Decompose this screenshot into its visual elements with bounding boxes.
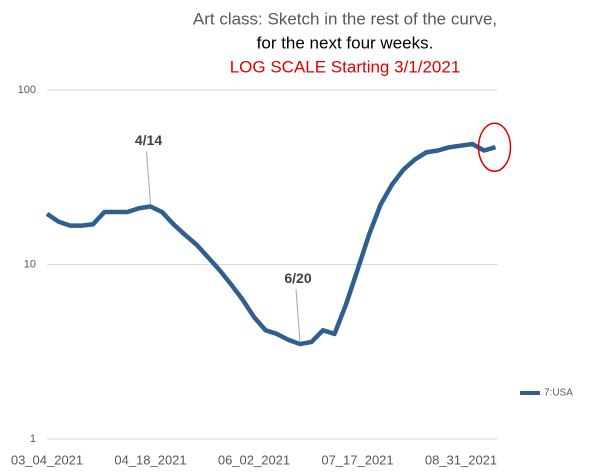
x-tick-label: 07_17_2021: [321, 452, 393, 467]
annotation-line: [295, 289, 301, 343]
y-tick-label: 1: [30, 433, 36, 445]
chart-title: LOG SCALE Starting 3/1/2021: [230, 57, 461, 76]
highlight-circle: [477, 122, 512, 172]
chart-title: Art class: Sketch in the rest of the cur…: [193, 9, 497, 28]
annotation: 6/20: [284, 270, 311, 286]
x-tick-label: 04_18_2021: [114, 452, 186, 467]
chart-title: for the next four weeks.: [257, 33, 434, 52]
data-line: [45, 141, 497, 347]
y-tick-label: 100: [18, 84, 36, 96]
annotation-line: [146, 151, 151, 205]
x-tick-label: 08_31_2021: [425, 452, 497, 467]
legend-label: 7:USA: [544, 388, 573, 399]
y-tick-label: 10: [24, 258, 36, 270]
annotation: 4/14: [135, 132, 162, 148]
x-tick-label: 03_04_2021: [11, 452, 83, 467]
x-tick-label: 06_02_2021: [218, 452, 290, 467]
